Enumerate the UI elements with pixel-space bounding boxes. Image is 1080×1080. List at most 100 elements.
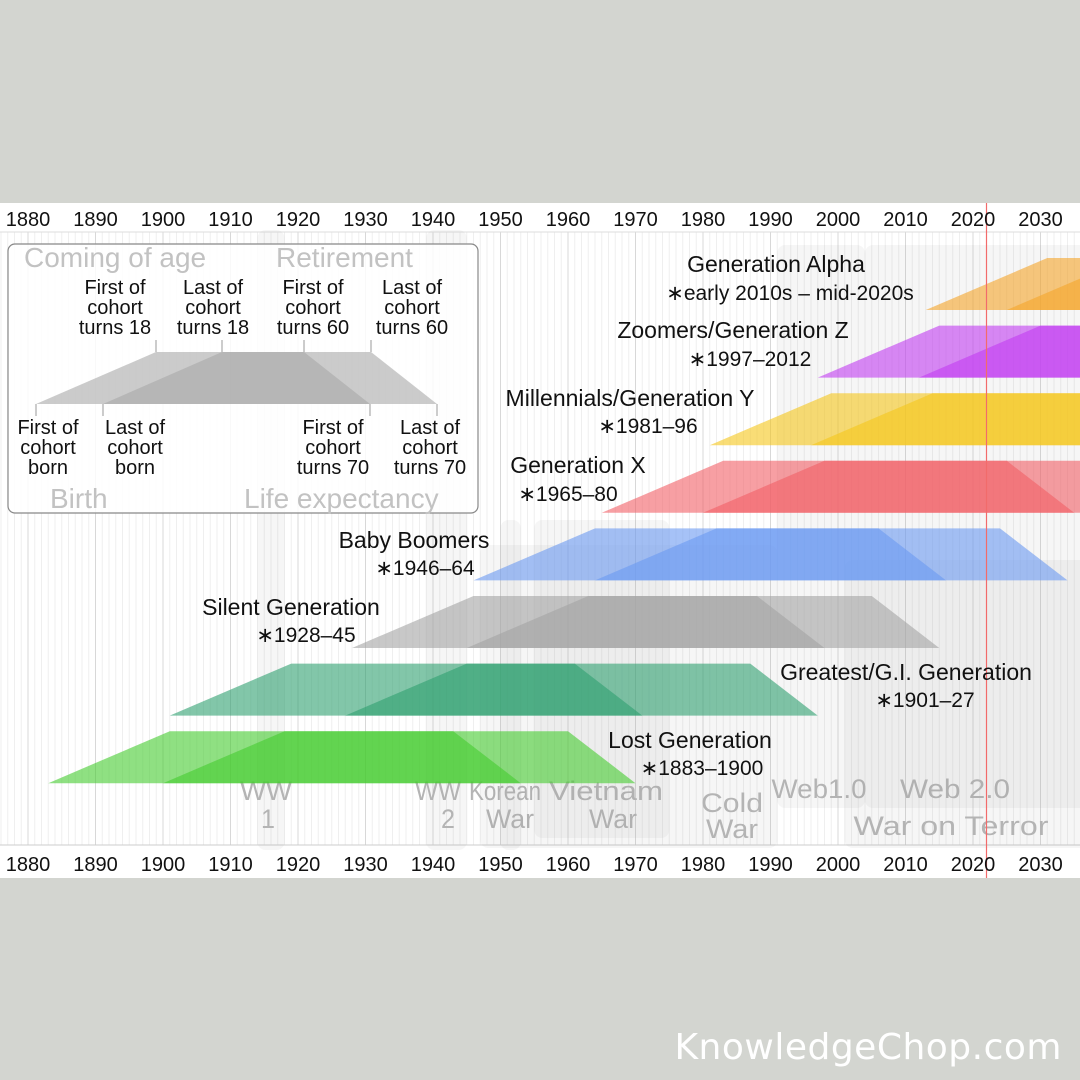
x-tick-label-top: 1900 [141, 209, 186, 231]
legend-bottom-label: cohort [20, 437, 76, 459]
generation-labels: Generation Alpha ∗early 2010s – mid-2020s… [202, 251, 1032, 780]
x-tick-label-bottom: 1980 [681, 854, 726, 876]
legend-top-label: cohort [384, 297, 440, 319]
x-tick-label-top: 1960 [546, 209, 591, 231]
event-label: 2 [441, 804, 455, 834]
legend-bottom-label: born [28, 457, 68, 479]
x-tick-label-bottom: 2020 [951, 854, 996, 876]
generation-cohort-band [811, 393, 1080, 446]
x-tick-label-top: 2020 [951, 209, 996, 231]
generation-name: Silent Generation [202, 594, 380, 620]
generation-name: Generation Alpha [687, 251, 865, 277]
event-span [777, 245, 865, 808]
legend-top-label: cohort [185, 297, 241, 319]
x-tick-label-top: 1950 [478, 209, 523, 231]
event-label: Web1.0 [772, 774, 867, 804]
legend-top-label: Last of [183, 277, 243, 299]
generation-dates: ∗1883–1900 [641, 757, 764, 780]
x-tick-label-top: 2030 [1018, 209, 1063, 231]
x-tick-label-bottom: 1930 [343, 854, 388, 876]
generation-cohort-band [163, 731, 636, 784]
x-tick-label-top: 1910 [208, 209, 253, 231]
legend-top-label: turns 18 [177, 317, 249, 339]
legend-last-cohort-band [103, 352, 437, 404]
generation-name: Millennials/Generation Y [506, 385, 755, 411]
generation-dates: ∗1997–2012 [689, 348, 812, 371]
legend-top-label: turns 60 [277, 317, 349, 339]
legend-bottom-label: turns 70 [297, 457, 369, 479]
event-label: War [486, 804, 534, 834]
generation-cohort-band [919, 325, 1080, 378]
generation-cohort-band [595, 528, 1068, 581]
year-axes: 1880 1880 1890 1890 1900 1900 1910 1910 1920 1920… [6, 209, 1063, 876]
legend-bottom-label: cohort [107, 437, 163, 459]
legend-bottom-label: First of [302, 417, 364, 439]
x-tick-label-bottom: 1910 [208, 854, 253, 876]
generation-name: Generation X [510, 452, 646, 478]
generation-dates: ∗1946–64 [375, 557, 475, 580]
generation-dates: ∗1965–80 [518, 483, 617, 506]
legend-top-label: Last of [382, 277, 442, 299]
x-tick-label-top: 1980 [681, 209, 726, 231]
generation-dates: ∗1981–96 [598, 415, 697, 438]
legend-top-label: cohort [87, 297, 143, 319]
x-tick-label-top: 1920 [276, 209, 321, 231]
legend-retirement: Retirement [276, 242, 413, 273]
generation-name: Zoomers/Generation Z [617, 317, 848, 343]
x-tick-label-bottom: 1960 [546, 854, 591, 876]
legend-bottom-label: turns 70 [394, 457, 466, 479]
generation-name: Greatest/G.I. Generation [780, 659, 1032, 685]
generation-name: Lost Generation [608, 727, 772, 753]
watermark: KnowledgeChop.com [674, 1027, 1062, 1068]
generation-cohort-band [703, 460, 1080, 513]
legend-bottom-label: born [115, 457, 155, 479]
legend-bottom-label: Last of [105, 417, 165, 439]
x-tick-label-bottom: 1890 [73, 854, 118, 876]
event-label: Web 2.0 [900, 774, 1010, 804]
generation-cohort-band [466, 596, 940, 648]
legend-birth: Birth [50, 483, 108, 514]
x-tick-label-bottom: 1880 [6, 854, 51, 876]
event-span [865, 245, 1080, 808]
legend-bottom-label: First of [17, 417, 79, 439]
x-tick-label-bottom: 1990 [748, 854, 793, 876]
event-label: War [589, 804, 637, 834]
generation-dates: ∗1901–27 [875, 689, 974, 712]
x-tick-label-bottom: 2030 [1018, 854, 1063, 876]
x-tick-label-bottom: 2010 [883, 854, 928, 876]
event-label: War on Terror [854, 811, 1049, 841]
legend-top-label: turns 60 [376, 317, 448, 339]
legend-coming-of-age: Coming of age [24, 242, 206, 273]
x-tick-label-top: 1940 [411, 209, 456, 231]
x-tick-label-bottom: 1970 [613, 854, 658, 876]
legend-top-label: turns 18 [79, 317, 151, 339]
x-tick-label-top: 1990 [748, 209, 793, 231]
x-tick-label-bottom: 1950 [478, 854, 523, 876]
generation-dates: ∗1928–45 [256, 624, 355, 647]
event-label: War [706, 814, 758, 844]
generation-dates: ∗early 2010s – mid-2020s [666, 282, 914, 305]
generation-cohort-band [345, 663, 818, 716]
x-tick-label-top: 1890 [73, 209, 118, 231]
legend-top-label: First of [282, 277, 344, 299]
generation-bands [48, 203, 1080, 878]
generation-name: Baby Boomers [339, 527, 490, 553]
legend-top-label: First of [84, 277, 146, 299]
legend-top-label: cohort [285, 297, 341, 319]
x-tick-label-bottom: 1940 [411, 854, 456, 876]
x-tick-label-bottom: 1920 [276, 854, 321, 876]
x-tick-label-top: 1880 [6, 209, 51, 231]
generation-cohort-band [1006, 278, 1080, 310]
legend-box: Coming of age Retirement Birth Life expecta… [7, 242, 479, 514]
x-tick-label-top: 1930 [343, 209, 388, 231]
x-tick-label-bottom: 1900 [141, 854, 186, 876]
legend-bottom-label: Last of [400, 417, 460, 439]
x-tick-label-top: 2000 [816, 209, 861, 231]
event-label: Cold [701, 788, 763, 818]
event-label: 1 [261, 804, 275, 834]
x-tick-label-top: 2010 [883, 209, 928, 231]
legend-life-expectancy: Life expectancy [244, 483, 439, 514]
x-tick-label-top: 1970 [613, 209, 658, 231]
